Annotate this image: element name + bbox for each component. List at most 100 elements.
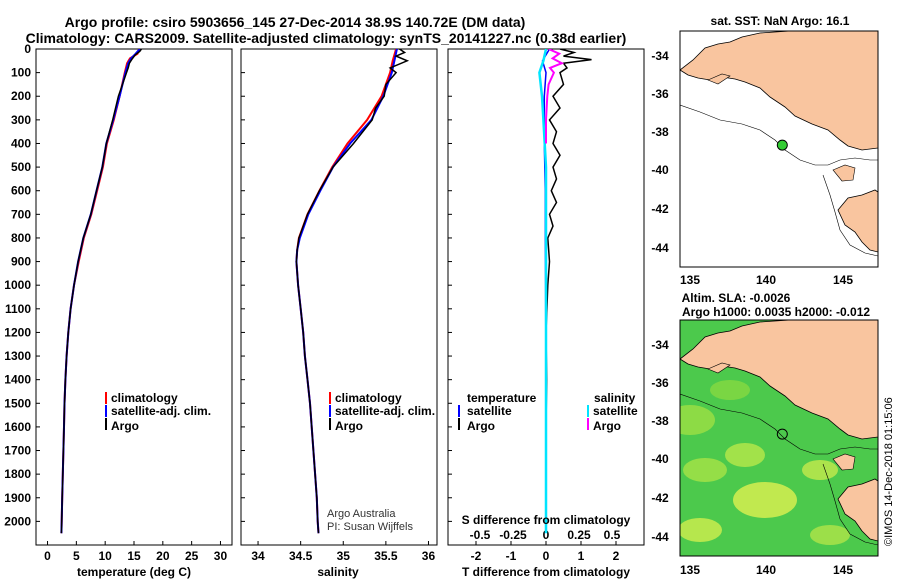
x-tick-label: 2 <box>613 549 620 563</box>
x-tick-label: -1 <box>506 549 517 563</box>
map-bottom-ytick: -38 <box>651 414 669 428</box>
s-diff-tick-label: -0.25 <box>499 528 527 542</box>
x-tick-label: 30 <box>214 549 228 563</box>
y-tick-label: 1900 <box>4 491 31 505</box>
x-tick-label: 25 <box>185 549 199 563</box>
temperature-panel-frame <box>35 48 233 546</box>
depth-axis: 0 100 200 300 400 500 600 700 800 900 1000 1100 1200… <box>4 42 452 528</box>
x-tick-label: 0 <box>543 549 550 563</box>
sla-patch <box>710 380 750 400</box>
map-bottom-x-ticks: 135 140 145 <box>680 563 853 577</box>
x-tick-label: 1 <box>578 549 585 563</box>
x-tick-label: 20 <box>156 549 170 563</box>
s-diff-tick-label: -0.5 <box>470 528 491 542</box>
map-top-content <box>680 31 878 267</box>
salinity-axis-label: salinity <box>317 565 359 579</box>
y-tick-label: 0 <box>24 42 31 56</box>
legend-satellite-label: satellite-adj. clim. <box>111 404 211 418</box>
legend-argo-label: Argo <box>335 419 363 433</box>
map-bottom-title-1: Altim. SLA: -0.0026 <box>682 291 791 305</box>
temperature-axis-label: temperature (deg C) <box>77 565 191 579</box>
legend-salinity-title: salinity <box>594 391 636 405</box>
credit-line-2: PI: Susan Wijffels <box>327 521 413 533</box>
x-tick-label: 34.5 <box>289 549 313 563</box>
difference-axis-label: T difference from climatology <box>462 565 630 579</box>
salinity-legend: climatology satellite-adj. clim. Argo <box>329 391 435 433</box>
map-top-tasmania <box>837 189 878 253</box>
difference-x-ticks: -2 -1 0 1 2 <box>471 541 620 563</box>
map-bottom-ytick: -34 <box>651 338 669 352</box>
y-tick-label: 1800 <box>4 467 31 481</box>
sla-patch <box>733 482 797 518</box>
map-bottom-depth-contour <box>680 393 878 455</box>
y-tick-label: 200 <box>11 89 31 103</box>
map-bottom-float-marker <box>776 428 788 440</box>
sla-patch <box>683 458 727 482</box>
y-tick-label: 600 <box>11 184 31 198</box>
y-tick-label: 1100 <box>5 302 31 316</box>
x-tick-label: 10 <box>98 549 112 563</box>
legend-climatology-label: climatology <box>335 391 402 405</box>
map-top-ytick: -34 <box>651 49 669 63</box>
map-top-xtick: 140 <box>756 273 776 287</box>
map-bottom-ytick: -42 <box>651 491 669 505</box>
y-tick-label: 1300 <box>4 349 31 363</box>
s-diff-tick-label: 0 <box>543 528 550 542</box>
legend-argo-label: Argo <box>111 419 139 433</box>
map-bottom-ytick: -36 <box>651 376 669 390</box>
sla-patch <box>680 405 715 435</box>
map-top-frame <box>679 30 879 268</box>
salinity-x-ticks: 34 34.5 35 35.5 36 <box>251 541 435 563</box>
x-tick-label: 5 <box>73 549 80 563</box>
y-tick-label: 1700 <box>4 444 31 458</box>
map-bottom-frame <box>679 319 879 557</box>
y-tick-label: 1200 <box>4 325 31 339</box>
title-line-1: Argo profile: csiro 5903656_145 27-Dec-2… <box>65 14 526 30</box>
credit-line-1: Argo Australia <box>327 508 396 520</box>
legend-satellite-label: satellite-adj. clim. <box>335 404 435 418</box>
y-tick-label: 2000 <box>4 514 31 528</box>
map-bottom-king-island <box>832 453 856 471</box>
series-argo <box>60 49 143 534</box>
legend-temperature-title: temperature <box>467 391 537 405</box>
difference-series <box>538 49 592 534</box>
map-top-float-marker <box>776 139 788 151</box>
map-bottom-content <box>680 320 878 556</box>
map-bottom-ytick: -44 <box>651 530 669 544</box>
y-tick-label: 100 <box>11 66 31 80</box>
map-bottom-y-ticks: -34 -36 -38 -40 -42 -44 <box>651 338 669 544</box>
legend-sal-satellite-label: satellite <box>593 404 638 418</box>
sla-patch <box>802 460 838 480</box>
s-diff-tick-label: 0.5 <box>604 528 621 542</box>
map-top-ytick: -36 <box>651 87 669 101</box>
y-tick-label: 500 <box>11 160 31 174</box>
x-tick-label: 0 <box>44 549 51 563</box>
series-argo <box>295 49 410 534</box>
sla-patch <box>810 525 850 545</box>
map-bottom-xtick: 145 <box>833 563 853 577</box>
difference-legend: temperature satellite Argo salinity sate… <box>458 391 638 433</box>
map-top-y-ticks: -34 -36 -38 -40 -42 -44 <box>651 49 669 255</box>
imos-timestamp: ©IMOS 14-Dec-2018 01:15:06 <box>883 397 895 546</box>
map-bottom-xtick: 135 <box>680 563 700 577</box>
map-top-ytick: -42 <box>651 202 669 216</box>
map-top-island <box>707 73 731 85</box>
y-tick-label: 1000 <box>4 278 31 292</box>
map-top-king-island <box>832 164 856 182</box>
x-tick-label: 15 <box>127 549 141 563</box>
map-bottom-tasmania <box>837 478 878 542</box>
legend-temp-argo-label: Argo <box>467 419 495 433</box>
y-tick-label: 800 <box>11 231 31 245</box>
y-tick-label: 700 <box>11 207 31 221</box>
salinity-difference-ticks: -0.5 -0.25 0 0.25 0.5 <box>470 528 621 542</box>
x-tick-label: 35 <box>337 549 351 563</box>
sla-patch <box>680 518 722 542</box>
map-bottom-title-2: Argo h1000: 0.0035 h2000: -0.012 <box>682 305 870 319</box>
title-line-2: Climatology: CARS2009. Satellite-adjuste… <box>26 30 627 46</box>
map-bottom-ytick: -40 <box>651 452 669 466</box>
map-top-ytick: -44 <box>651 241 669 255</box>
x-tick-label: 35.5 <box>374 549 398 563</box>
series-salinity-satellite <box>538 49 548 534</box>
temperature-series <box>60 49 143 534</box>
